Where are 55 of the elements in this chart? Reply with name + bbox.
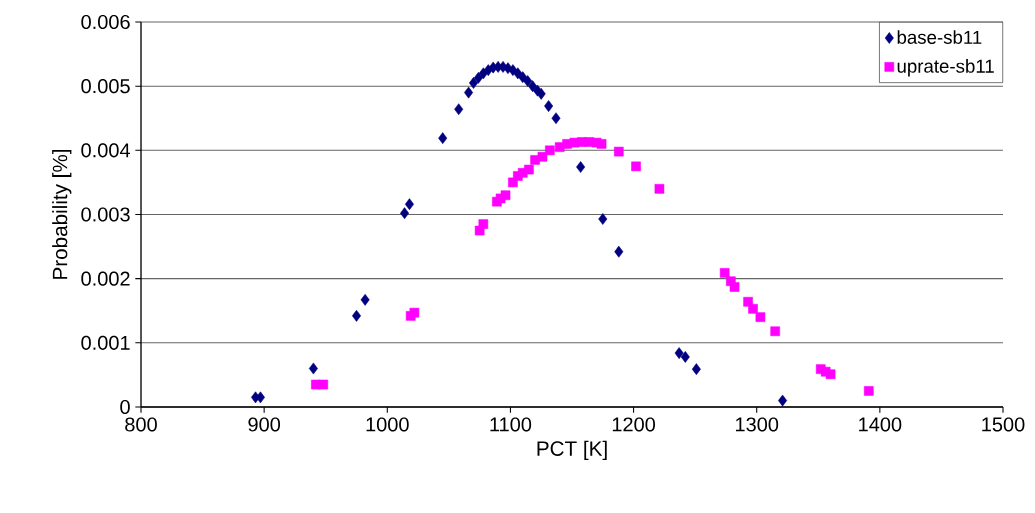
x-tick-label: 800	[125, 417, 157, 432]
y-tick-label: 0.003	[81, 207, 130, 222]
point	[825, 369, 836, 380]
point	[748, 304, 758, 314]
point	[551, 112, 561, 125]
point	[755, 312, 766, 322]
point	[729, 282, 740, 292]
x-tick-label: 1200	[612, 417, 656, 432]
point	[524, 164, 534, 175]
point	[596, 139, 607, 149]
y-axis-title: Probability [%]	[52, 149, 72, 279]
point	[537, 151, 548, 162]
y-tick-label: 0.005	[81, 79, 130, 94]
y-tick-label: 0	[120, 399, 130, 415]
point	[719, 268, 730, 278]
point	[576, 161, 586, 173]
point	[318, 379, 329, 390]
point	[770, 326, 780, 337]
point	[464, 86, 474, 99]
point	[454, 103, 464, 116]
point	[863, 386, 874, 396]
y-tick-label: 0.002	[81, 271, 130, 286]
point	[674, 347, 684, 359]
x-tick-label: 1100	[490, 417, 532, 432]
x-tick-label: 1300	[736, 417, 779, 432]
point	[478, 219, 489, 229]
point	[360, 293, 370, 306]
x-tick-label: 900	[248, 417, 281, 432]
point	[654, 184, 665, 194]
point	[545, 145, 555, 156]
point	[598, 213, 608, 225]
point	[614, 245, 624, 258]
x-tick-label: 1000	[366, 417, 409, 432]
legend-label: uprate-sb11	[897, 59, 994, 77]
point	[352, 310, 361, 322]
point	[680, 351, 690, 363]
x-tick-label: 1400	[859, 417, 902, 432]
point	[500, 190, 511, 201]
point	[438, 132, 448, 144]
point	[614, 146, 624, 157]
x-axis-title: PCT [K]	[537, 440, 607, 460]
point	[308, 362, 318, 375]
point	[404, 198, 414, 211]
point	[778, 394, 788, 407]
point	[523, 75, 533, 87]
point	[469, 77, 478, 89]
point	[631, 161, 641, 172]
point	[544, 100, 554, 112]
point	[409, 307, 420, 318]
legend-label: base-sb11	[897, 30, 982, 44]
y-tick-label: 0.006	[81, 14, 130, 30]
point	[691, 363, 701, 375]
y-tick-label: 0.001	[81, 335, 130, 350]
y-tick-label: 0.004	[81, 143, 131, 158]
x-tick-label: 1500	[982, 417, 1025, 432]
